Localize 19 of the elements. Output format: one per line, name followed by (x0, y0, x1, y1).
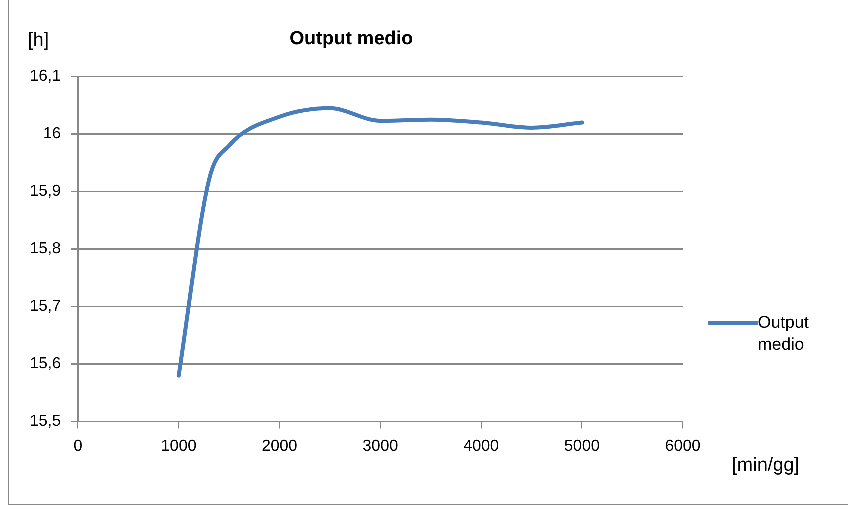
x-axis-title: [min/gg] (732, 455, 800, 477)
x-tick-label: 0 (74, 438, 83, 455)
line-series (176, 106, 584, 378)
x-tick-label: 6000 (665, 438, 701, 455)
y-tick-label: 16 (43, 126, 62, 143)
x-tick-label: 1000 (161, 438, 197, 455)
x-tick-label: 4000 (464, 438, 500, 455)
y-tick-label: 15,8 (30, 240, 62, 258)
chart-title: Output medio (290, 28, 414, 50)
y-tick-label: 15,7 (30, 298, 62, 316)
y-tick-label: 15,5 (30, 413, 62, 430)
x-tick-label: 3000 (362, 438, 398, 455)
y-tick-label: 15,9 (30, 183, 62, 200)
x-tick-label: 5000 (564, 438, 600, 455)
y-axis-title: [h] (28, 30, 50, 52)
y-tick-label: 15,6 (30, 356, 62, 373)
y-tick-label: 16,1 (30, 68, 62, 86)
legend-label: Output medio (758, 312, 810, 356)
x-tick-label: 2000 (262, 438, 298, 455)
